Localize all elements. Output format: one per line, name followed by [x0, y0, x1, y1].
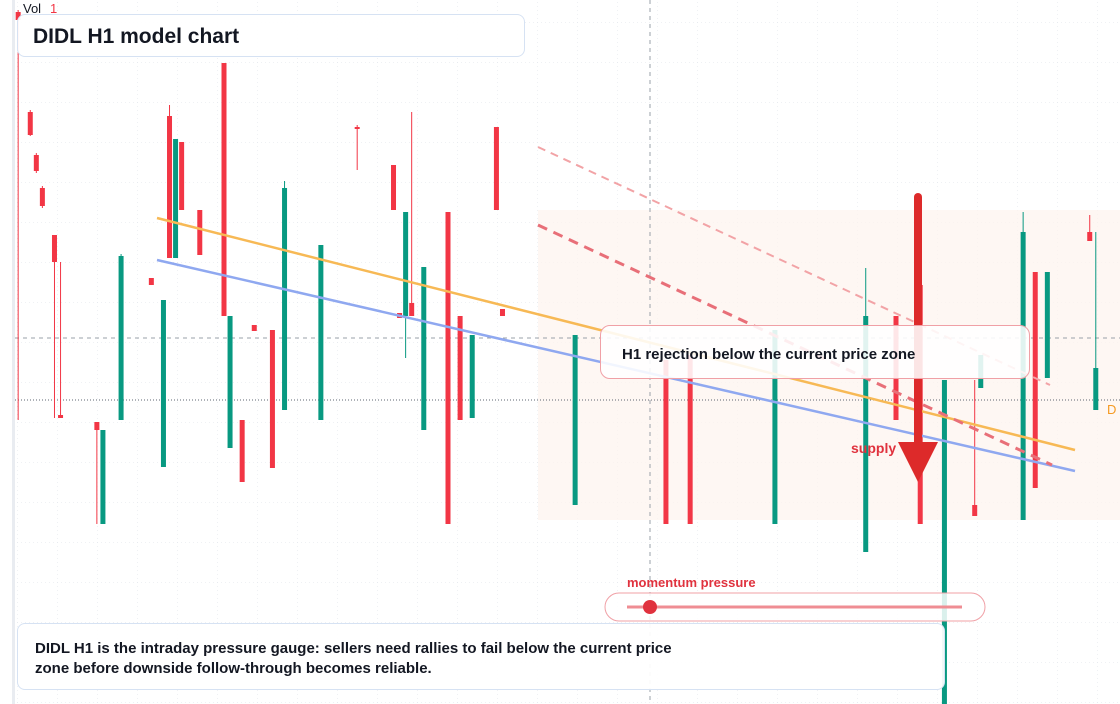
candle-body — [421, 267, 427, 430]
candle-body — [499, 309, 505, 316]
candle-body — [409, 303, 415, 316]
candle-body — [403, 212, 409, 316]
candle-body — [572, 335, 578, 505]
candle-body — [33, 155, 39, 171]
candle-body — [687, 355, 693, 524]
price-label: D — [1107, 402, 1117, 417]
footer: DIDL H1 is the intraday pressure gauge: … — [35, 640, 672, 677]
candle-body — [282, 188, 288, 410]
candle-body — [457, 316, 463, 420]
candle-body — [167, 116, 173, 258]
candle-body — [118, 256, 124, 420]
candle-body — [39, 188, 45, 206]
candle-body — [269, 330, 275, 468]
gauge-label: momentum pressure — [627, 575, 756, 590]
candle-body — [663, 360, 669, 524]
candle-body — [1093, 368, 1099, 410]
gauge-knob — [643, 600, 657, 614]
title-box: DIDL H1 model chart — [17, 14, 525, 57]
candle-body — [1044, 272, 1050, 378]
candle-body — [251, 325, 257, 331]
candle-body — [221, 63, 227, 316]
candle-body — [972, 505, 978, 516]
candle-body — [1087, 232, 1093, 241]
candle-body — [179, 142, 185, 210]
candle-body — [391, 165, 397, 210]
candle-body — [27, 112, 33, 135]
candle-body — [94, 422, 100, 430]
candle-body — [160, 300, 166, 467]
candle-body — [863, 316, 869, 552]
dashed-line — [537, 223, 1053, 467]
candle-body — [318, 245, 324, 420]
candle-body — [227, 316, 233, 448]
candle-body — [1032, 272, 1038, 488]
zone-label: supply — [851, 440, 897, 456]
annotation-box: H1 rejection below the current price zon… — [600, 325, 1030, 379]
candle-body — [197, 210, 203, 255]
candle-body — [445, 212, 451, 524]
volume-label: Vol — [23, 1, 42, 16]
candle-body — [148, 278, 154, 285]
candle-body — [100, 430, 106, 524]
candle-body — [772, 330, 778, 524]
candle-body — [239, 420, 245, 482]
candle-body — [51, 235, 57, 262]
arrow-head — [898, 442, 938, 482]
candle-body — [58, 415, 64, 418]
candle-body — [941, 380, 947, 704]
left-edge — [12, 0, 15, 704]
candle-body — [354, 127, 360, 129]
annotation: H1 rejection below the current price zon… — [622, 346, 916, 363]
footer-box: DIDL H1 is the intraday pressure gauge: … — [17, 623, 945, 690]
chart-title: DIDL H1 model chart — [33, 25, 240, 48]
candle-body — [493, 127, 499, 210]
volume-value: 1 — [50, 1, 58, 16]
dashed-line — [537, 146, 1051, 386]
candle-body — [469, 335, 475, 418]
candle-body — [173, 139, 179, 258]
